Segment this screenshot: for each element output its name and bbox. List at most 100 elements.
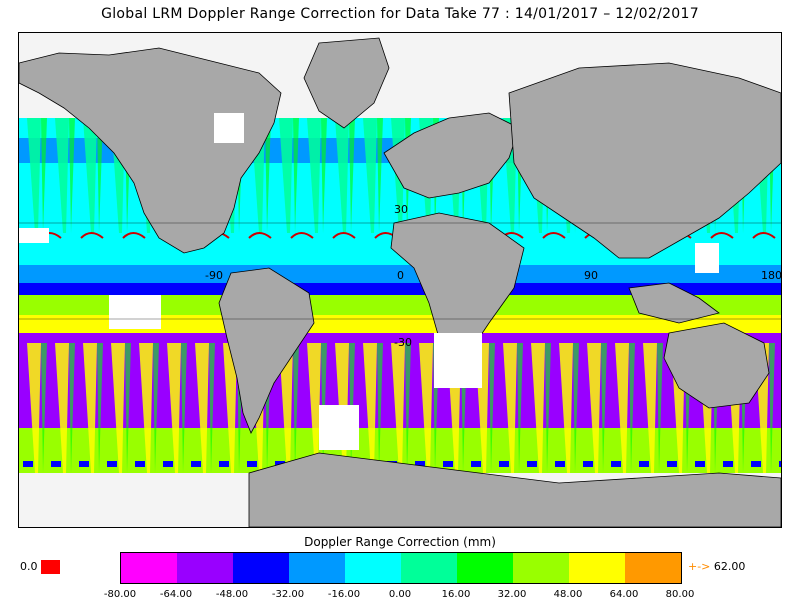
- colorbar-segment: [569, 553, 625, 583]
- color-band: [19, 333, 781, 341]
- color-band: [19, 265, 781, 283]
- colorbar-segment: [121, 553, 177, 583]
- colorbar-tick-label: 16.00: [441, 589, 471, 600]
- track-end: [667, 461, 677, 467]
- europe: [383, 112, 520, 199]
- orbit-stripe: [573, 343, 579, 473]
- track-end: [723, 461, 733, 467]
- track-end: [135, 461, 145, 467]
- colorbar-segment: [233, 553, 289, 583]
- orbit-stripe: [125, 343, 131, 473]
- colorbar-tick-label: -64.00: [159, 589, 193, 600]
- track-end: [219, 461, 229, 467]
- colorbar-segment: [401, 553, 457, 583]
- orbit-stripe: [587, 343, 601, 473]
- orbit-stripe: [293, 118, 299, 233]
- overflow-arrow: +->: [688, 560, 711, 573]
- orbit-stripe: [335, 118, 349, 233]
- track-end: [471, 461, 481, 467]
- orbit-stripe: [41, 343, 47, 473]
- lat-label-m30: -30: [394, 336, 412, 349]
- nodata-patch: [109, 295, 161, 329]
- spike-arc: [80, 232, 104, 239]
- colorbar-segment: [513, 553, 569, 583]
- lon-label-0: 0: [397, 269, 404, 282]
- overflow-value: 62.00: [713, 560, 746, 573]
- orbit-stripe: [377, 118, 383, 233]
- track-end: [499, 461, 509, 467]
- orbit-stripe: [517, 343, 523, 473]
- orbit-stripe: [307, 343, 321, 473]
- orbit-stripe: [643, 343, 657, 473]
- track-end: [695, 461, 705, 467]
- colorbar-tick-label: -80.00: [103, 589, 137, 600]
- orbit-stripe: [293, 343, 299, 473]
- orbit-stripe: [83, 118, 97, 233]
- track-end: [779, 461, 781, 467]
- orbit-stripe: [545, 343, 551, 473]
- orbit-stripe: [321, 118, 327, 233]
- orbit-stripe: [559, 343, 573, 473]
- orbit-stripe: [629, 343, 635, 473]
- north-america: [19, 47, 282, 254]
- colorbar-segment: [177, 553, 233, 583]
- colorbar-segment: [289, 553, 345, 583]
- orbit-stripe: [503, 343, 517, 473]
- orbit-stripe: [419, 343, 433, 473]
- orbit-stripe: [405, 343, 411, 473]
- world-map: -90 0 90 180 30 -30: [19, 33, 781, 527]
- colorbar: [120, 552, 682, 584]
- orbit-stripe: [377, 343, 383, 473]
- orbit-stripe: [195, 343, 209, 473]
- colorbar-tick-label: 0.00: [388, 589, 412, 600]
- spike-arc: [290, 232, 314, 239]
- colorbar-tick-label: 48.00: [553, 589, 583, 600]
- track-end: [107, 461, 117, 467]
- orbit-stripe: [489, 343, 495, 473]
- nodata-patches: [19, 113, 719, 450]
- greenland: [303, 37, 390, 129]
- orbit-stripe: [139, 343, 153, 473]
- colorbar-tick-label: -32.00: [271, 589, 305, 600]
- orbit-stripe: [69, 118, 75, 233]
- orbit-stripe: [601, 343, 607, 473]
- orbit-stripe: [279, 343, 293, 473]
- orbit-stripe: [391, 343, 405, 473]
- orbit-stripe: [111, 343, 125, 473]
- zero-label: 0.0: [20, 560, 38, 573]
- track-end: [163, 461, 173, 467]
- track-end: [79, 461, 89, 467]
- map-frame: -90 0 90 180 30 -30: [18, 32, 782, 528]
- track-end: [23, 461, 33, 467]
- lat-label-30: 30: [394, 203, 408, 216]
- zero-color-swatch: [41, 560, 60, 574]
- track-end: [527, 461, 537, 467]
- colorbar-segment: [345, 553, 401, 583]
- asia: [508, 62, 781, 259]
- antarctica: [248, 452, 781, 527]
- orbit-stripe: [279, 118, 293, 233]
- spike-arc: [332, 232, 356, 239]
- orbit-stripe: [363, 343, 377, 473]
- orbit-stripe: [97, 343, 103, 473]
- orbit-stripe: [265, 118, 271, 233]
- orbit-stripe: [209, 343, 215, 473]
- track-end: [611, 461, 621, 467]
- spike-arc: [248, 232, 272, 239]
- overflow-indicator: +-> 62.00: [688, 560, 745, 573]
- nodata-patch: [695, 243, 719, 273]
- orbit-stripe: [153, 343, 159, 473]
- colorbar-segment: [625, 553, 681, 583]
- nodata-patch: [434, 333, 482, 388]
- orbit-stripe: [181, 343, 187, 473]
- lon-label-m90: -90: [205, 269, 223, 282]
- track-end: [191, 461, 201, 467]
- orbit-stripe: [615, 343, 629, 473]
- nodata-patch: [19, 228, 49, 243]
- track-end: [583, 461, 593, 467]
- australia: [663, 322, 770, 409]
- orbit-stripe: [167, 343, 181, 473]
- orbit-stripe: [531, 343, 545, 473]
- lon-label-180: 180: [761, 269, 781, 282]
- colorbar-title: Doppler Range Correction (mm): [304, 535, 496, 549]
